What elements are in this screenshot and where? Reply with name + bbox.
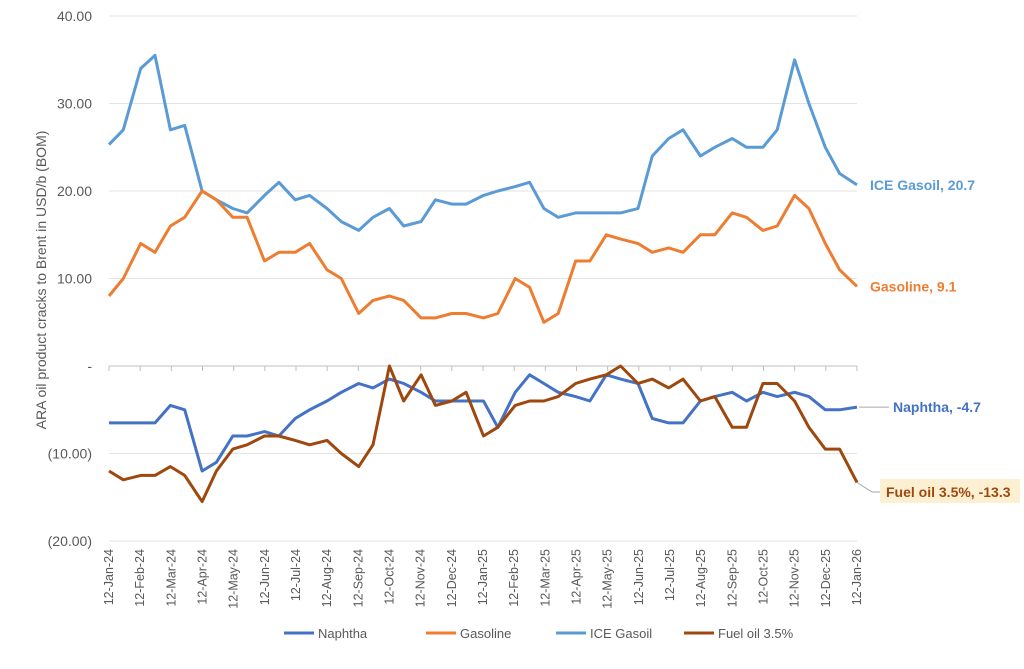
x-tick-label: 12-Oct-24 [383,549,397,605]
x-tick-label: 12-Sep-25 [725,549,739,607]
y-axis-title: ARA oil product cracks to Brent in USD/b… [33,131,49,430]
x-tick-label: 12-Jan-25 [476,549,490,605]
x-tick-label: 12-Jan-26 [850,549,864,605]
y-tick-label: 20.00 [57,183,92,199]
y-tick-label: 40.00 [57,8,92,24]
x-tick-label: 12-Jan-24 [102,549,116,605]
x-axis-ticks: 12-Jan-24 12-Feb-24 12-Mar-24 12-Apr-24 12-M… [102,366,864,609]
x-tick-label: 12-Apr-24 [196,549,210,605]
x-tick-label: 12-Jun-25 [632,549,646,605]
x-tick-label: 12-Mar-24 [164,549,178,607]
legend-label: ICE Gasoil [590,626,652,641]
x-tick-label: 12-Jun-24 [258,549,272,605]
end-label: ICE Gasoil, 20.7 [870,177,975,193]
x-tick-label: 12-Jul-24 [289,549,303,601]
end-labels: Naphtha, -4.7 Gasoline, 9.1 ICE Gasoil, 20… [856,177,1020,503]
y-tick-label: - [87,358,92,374]
x-tick-label: 12-May-25 [601,549,615,609]
y-tick-label: (10.00) [48,446,92,462]
series-line-fuel-oil-3-5- [108,364,859,504]
x-tick-label: 12-Feb-24 [133,549,147,607]
x-tick-label: 12-Oct-25 [757,549,771,605]
series-lines [107,53,859,504]
legend-label: Fuel oil 3.5% [718,626,794,641]
legend-label: Gasoline [460,626,511,641]
x-tick-label: 12-Dec-24 [445,549,459,607]
y-tick-label: 10.00 [57,271,92,287]
end-label: Fuel oil 3.5%, -13.3 [886,484,1011,500]
x-tick-label: 12-Dec-25 [819,549,833,607]
label-background [880,479,1020,503]
x-tick-label: 12-Nov-24 [414,549,428,607]
y-tick-label: (20.00) [48,533,92,549]
leader-line [856,481,882,493]
end-label: Gasoline, 9.1 [870,278,957,294]
y-axis-ticks: 40.00 30.00 20.00 10.00 - (10.00) (20.00) [48,8,93,549]
series-line-gasoline [107,189,859,324]
x-tick-label: 12-Sep-24 [351,549,365,607]
end-label: Naphtha, -4.7 [893,399,981,415]
series-line-naphtha [109,373,858,473]
legend-label: Naphtha [318,626,368,641]
x-tick-label: 12-Feb-25 [507,549,521,607]
x-tick-label: 12-May-24 [227,549,241,609]
x-tick-label: 12-Aug-25 [694,549,708,607]
x-tick-label: 12-Jul-25 [663,549,677,601]
legend: Naphtha Gasoline ICE Gasoil Fuel oil 3.5% [284,626,794,641]
x-tick-label: 12-Mar-25 [538,549,552,607]
x-tick-label: 12-Apr-25 [570,549,584,605]
x-tick-label: 12-Aug-24 [320,549,334,607]
series-line-ice-gasoil [107,53,858,232]
x-tick-label: 12-Nov-25 [788,549,802,607]
y-tick-label: 30.00 [57,96,92,112]
